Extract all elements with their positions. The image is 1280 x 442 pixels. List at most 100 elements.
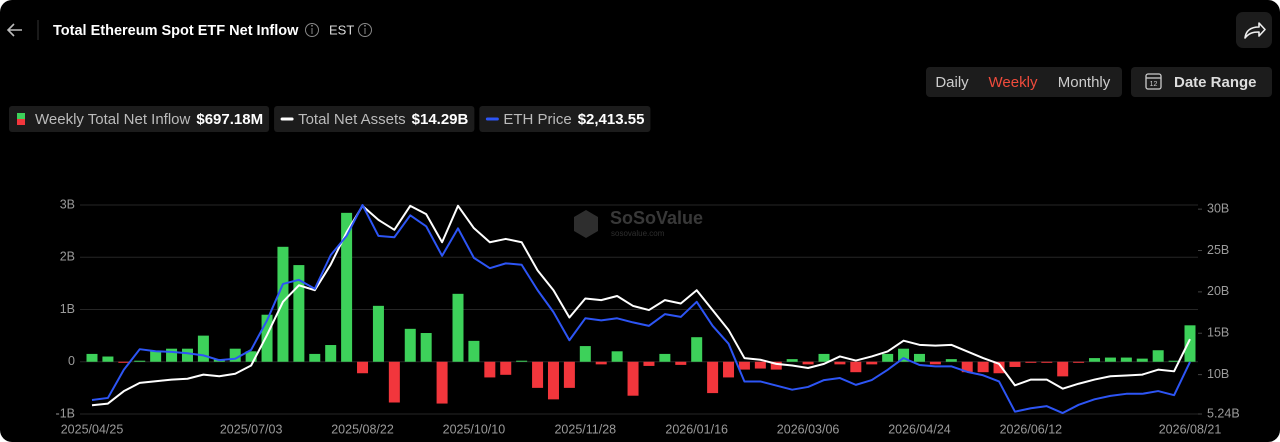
bar	[293, 265, 305, 362]
bar	[850, 361, 862, 373]
x-tick-label: 2026/01/16	[665, 422, 728, 436]
info-dot	[311, 24, 313, 27]
period-option[interactable]: Daily	[935, 74, 969, 91]
bar	[516, 360, 528, 362]
bar	[738, 361, 750, 370]
bar	[452, 293, 464, 362]
x-tick-label: 2026/04/24	[888, 422, 951, 436]
bar	[723, 361, 735, 378]
x-tick-label: 2026/03/06	[777, 422, 840, 436]
bar	[945, 359, 957, 362]
info-circle	[358, 23, 372, 37]
bar	[150, 351, 162, 362]
x-tick-label: 2025/10/10	[443, 422, 506, 436]
bar	[102, 356, 114, 362]
x-tick-label: 2026/06/12	[1000, 422, 1063, 436]
legend-value: $697.18M	[196, 111, 263, 128]
date-range-button[interactable]: 12 Date Range	[1131, 67, 1272, 97]
bar	[197, 335, 209, 362]
x-tick-label: 2025/11/28	[554, 422, 616, 436]
y-tick-label: 3B	[60, 197, 75, 211]
back-arrow	[6, 23, 22, 37]
y-tick-label: 2B	[60, 250, 75, 264]
bar	[420, 333, 432, 362]
bar	[532, 361, 544, 388]
watermark-site: sosovalue.com	[611, 229, 665, 238]
bar	[1073, 361, 1085, 363]
bar	[1089, 358, 1101, 362]
bar	[245, 351, 257, 362]
y2-tick-label: 30B	[1207, 201, 1229, 215]
bar	[659, 353, 671, 362]
bar	[372, 305, 384, 362]
bar	[866, 361, 878, 365]
bar	[627, 361, 639, 396]
legend-item[interactable]: Weekly Total Net Inflow $697.18M	[9, 106, 270, 132]
info-circle	[305, 23, 319, 37]
page-title: Total Ethereum Spot ETF Net Inflow	[53, 23, 299, 39]
bar	[388, 361, 400, 403]
bar	[913, 353, 925, 362]
period-toggle	[926, 67, 1122, 97]
bar	[691, 337, 703, 362]
bar	[404, 328, 416, 362]
bar	[929, 361, 941, 365]
y2-tick-label: 15B	[1207, 326, 1229, 340]
bar	[261, 314, 273, 362]
calendar-icon	[1145, 73, 1162, 90]
y-tick-label: 1B	[60, 302, 75, 316]
bar	[563, 361, 575, 388]
bar	[1168, 360, 1180, 362]
y-tick-label: -1B	[56, 406, 75, 420]
legend-value: $14.29B	[412, 111, 469, 128]
legend-swatch-down	[17, 119, 25, 125]
bar	[643, 361, 655, 366]
bar	[229, 348, 241, 362]
bar	[882, 353, 894, 362]
bar	[818, 353, 830, 362]
line	[91, 204, 1191, 415]
bar	[611, 351, 623, 362]
share-button[interactable]	[1236, 12, 1272, 48]
share-bg	[1236, 12, 1272, 48]
y2-tick-label: 10B	[1207, 367, 1229, 381]
bar	[1120, 357, 1132, 362]
bar	[325, 345, 337, 362]
bar	[595, 361, 607, 365]
x-tick-label: 2025/04/25	[61, 422, 124, 436]
bar	[166, 348, 178, 362]
bar	[500, 361, 512, 375]
legend-label: Weekly Total Net Inflow	[35, 111, 191, 128]
bar	[802, 361, 814, 365]
period-option[interactable]: Monthly	[1058, 74, 1111, 91]
legend-value: $2,413.55	[578, 111, 645, 128]
bar	[754, 361, 766, 369]
bar	[786, 359, 798, 362]
y2-tick-label: 5.24B	[1207, 406, 1240, 420]
bar	[547, 361, 559, 400]
bar	[1041, 361, 1053, 363]
timezone: EST	[329, 22, 354, 37]
bar	[834, 361, 846, 365]
share-icon	[1244, 22, 1266, 39]
legend-bg	[274, 106, 475, 132]
bar	[961, 361, 973, 373]
period-option[interactable]: Weekly	[989, 74, 1038, 91]
info-icon[interactable]	[305, 23, 319, 37]
legend-item[interactable]: Total Net Assets $14.29B	[274, 106, 475, 132]
legend-bg	[479, 106, 651, 132]
legend-item[interactable]: ETH Price $2,413.55	[479, 106, 651, 132]
legend-swatch-up	[17, 113, 25, 119]
watermark: SoSoValue sosovalue.com	[574, 208, 703, 238]
bar	[1025, 361, 1037, 363]
info-icon[interactable]	[358, 23, 372, 37]
bar	[675, 361, 687, 365]
legend-label: ETH Price	[503, 111, 571, 128]
back-button[interactable]	[6, 23, 22, 37]
legend-label: Total Net Assets	[298, 111, 406, 128]
bar	[1057, 361, 1069, 377]
bar	[484, 361, 496, 378]
legend-bg	[9, 106, 270, 132]
y2-tick-label: 25B	[1207, 243, 1229, 257]
